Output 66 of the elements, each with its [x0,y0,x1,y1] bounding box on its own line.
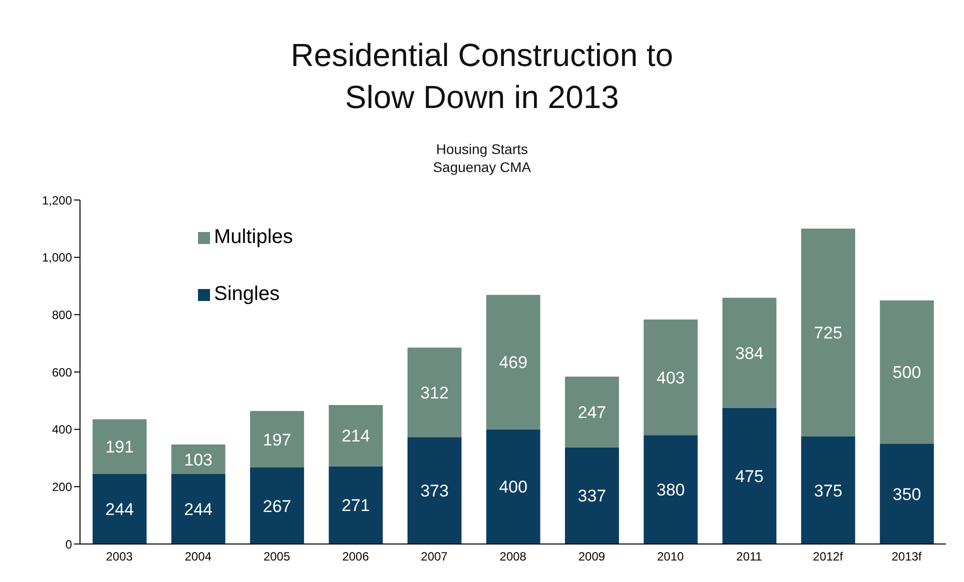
x-tick-label: 2007 [420,550,448,564]
y-tick-label: 0 [65,537,72,552]
x-tick-label: 2009 [578,550,606,564]
bar [880,300,934,444]
legend-label: Singles [214,283,280,306]
bar [486,429,540,544]
bar [328,466,383,544]
bar [171,444,226,474]
x-tick-label: 2006 [342,550,370,564]
data-label: 350 [892,484,922,504]
data-label: 375 [814,481,842,500]
y-tick-label: 400 [52,422,72,437]
data-label: 337 [578,486,606,506]
data-label: 267 [262,496,292,516]
bar [564,376,619,448]
bar [408,348,462,438]
bar [722,408,776,544]
data-label: 403 [656,368,685,388]
x-tick-label: 2008 [500,550,527,564]
data-label: 214 [342,426,370,446]
bar [486,294,540,430]
bar [92,419,147,474]
data-label: 271 [342,496,370,516]
y-tick-label: 1,200 [42,193,72,208]
data-label: 475 [735,466,764,486]
data-label: 500 [892,363,922,382]
data-label: 244 [184,500,213,520]
bar [644,320,698,436]
bar [644,435,698,544]
chart-title: Residential Construction to Slow Down in 2013 [290,36,674,117]
bar [250,410,304,468]
x-tick-label: 2011 [736,550,762,564]
x-tick-label: 2012f [812,550,844,564]
bar [880,444,934,544]
data-label: 103 [184,450,213,470]
bar [722,298,776,408]
bar [408,437,462,544]
data-label: 373 [420,482,449,501]
bar [328,404,383,466]
data-label: 725 [814,324,842,343]
y-tick-label: 1,000 [42,250,72,265]
data-label: 197 [262,430,292,450]
x-tick-label: 2003 [106,550,134,564]
bar [801,436,856,544]
data-label: 191 [105,438,134,457]
data-label: 244 [105,500,134,520]
data-label: 247 [578,403,606,422]
bar [171,474,226,544]
y-tick-label: 200 [52,480,72,494]
chart-subtitle: Housing Starts Saguenay CMA [432,140,532,176]
x-tick-label: 2010 [657,550,684,564]
bar [250,467,304,544]
data-label: 380 [656,480,685,500]
y-tick-label: 800 [52,308,72,322]
x-tick-label: 2005 [263,550,290,564]
bar [801,228,856,436]
bar [564,447,619,544]
x-tick-label: 2004 [184,550,212,564]
y-tick-label: 600 [52,365,72,380]
data-label: 469 [499,353,528,372]
data-label: 400 [499,478,528,497]
x-tick-label: 2013f [892,550,922,564]
bar [92,474,147,544]
legend-label: Multiples [214,226,293,249]
data-label: 312 [420,383,449,402]
data-label: 384 [735,344,764,363]
